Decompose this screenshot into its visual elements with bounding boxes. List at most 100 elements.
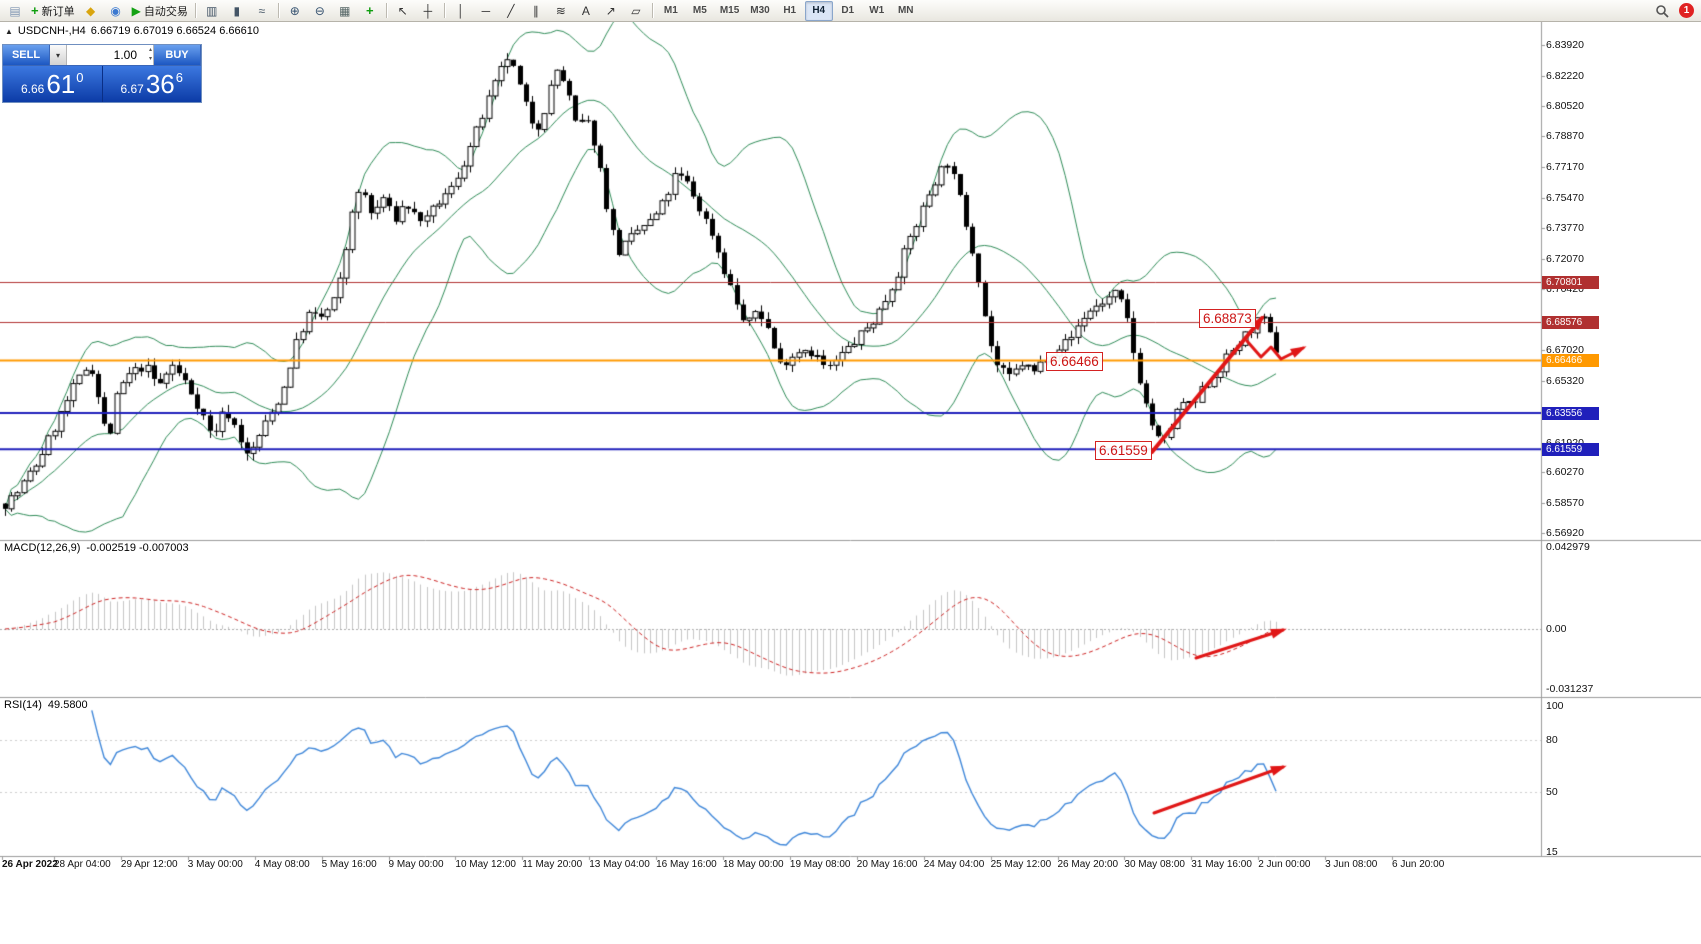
volume-stepper[interactable]: ▴ ▾ bbox=[148, 47, 152, 62]
timeframe-h1[interactable]: H1 bbox=[783, 5, 797, 16]
line-chart-icon: ≈ bbox=[258, 3, 266, 18]
time-axis-label: 24 May 04:00 bbox=[923, 859, 985, 870]
channel-icon: ∥ bbox=[532, 3, 539, 18]
buy-price-big: 36 bbox=[145, 68, 175, 99]
trendline-icon: ╱ bbox=[507, 3, 515, 18]
price-axis-label: 6.67020 bbox=[1546, 344, 1584, 357]
time-axis-label: 11 May 20:00 bbox=[522, 859, 583, 870]
toolbar-separator bbox=[651, 3, 653, 18]
timeframe-mn[interactable]: MN bbox=[897, 5, 914, 16]
notification-badge[interactable]: 1 bbox=[1679, 3, 1694, 18]
fibonacci-icon[interactable]: ≋ bbox=[549, 1, 573, 21]
sell-price-button[interactable]: 6.66 61 0 bbox=[3, 66, 102, 102]
crosshair-icon: ┼ bbox=[423, 3, 433, 18]
one-click-trading-panel: SELL ▾ ▴▾ BUY 6.66 61 0 6.67 36 6 bbox=[2, 44, 202, 103]
time-axis-label: 25 May 12:00 bbox=[990, 859, 1052, 870]
level-price-tag: 6.68576 bbox=[1542, 315, 1599, 329]
price-axis-label: 6.82220 bbox=[1546, 69, 1584, 82]
buy-price-button[interactable]: 6.67 36 6 bbox=[101, 66, 201, 102]
indicators-icon[interactable]: + bbox=[358, 1, 382, 21]
level-price-tag: 6.61559 bbox=[1542, 442, 1599, 456]
candlestick-chart-icon[interactable]: ▮ bbox=[225, 1, 249, 21]
new-order-button: + bbox=[31, 2, 39, 18]
horizontal-line-icon[interactable]: ─ bbox=[474, 1, 498, 21]
time-axis-label: 19 May 08:00 bbox=[789, 859, 851, 870]
bar-chart-icon[interactable]: ▥ bbox=[200, 1, 224, 21]
search-icon[interactable] bbox=[1650, 1, 1674, 21]
community-icon: ◉ bbox=[110, 3, 121, 18]
time-axis-label: 3 Jun 08:00 bbox=[1325, 859, 1378, 870]
level-price-tag: 6.70801 bbox=[1542, 275, 1599, 289]
sell-button[interactable]: SELL bbox=[3, 45, 50, 65]
time-axis-label: 18 May 00:00 bbox=[723, 859, 784, 870]
indicators-icon: + bbox=[366, 2, 374, 18]
tile-windows-icon: ▦ bbox=[339, 3, 351, 18]
shapes-icon: ▱ bbox=[631, 3, 641, 18]
chart-window-icon: ▤ bbox=[9, 3, 21, 18]
arrow-tool-icon[interactable]: ↗ bbox=[599, 1, 623, 21]
price-axis-label: 6.75470 bbox=[1546, 191, 1584, 204]
community-icon[interactable]: ◉ bbox=[104, 1, 128, 21]
zoom-in-icon: ⊕ bbox=[289, 3, 300, 18]
shapes-icon[interactable]: ▱ bbox=[624, 1, 648, 21]
price-axis-label: 6.73770 bbox=[1546, 222, 1584, 235]
horizontal-line-icon: ─ bbox=[481, 3, 491, 18]
timeframe-m30[interactable]: M30 bbox=[750, 5, 770, 16]
autotrading-button-label: 自动交易 bbox=[143, 5, 188, 18]
channel-icon[interactable]: ∥ bbox=[524, 1, 548, 21]
time-axis-label: 2 Jun 00:00 bbox=[1258, 859, 1311, 870]
crosshair-icon[interactable]: ┼ bbox=[416, 1, 440, 21]
time-axis-label: 9 May 00:00 bbox=[388, 859, 444, 870]
timeframe-d1[interactable]: D1 bbox=[841, 5, 855, 16]
buy-price-prefix: 6.67 bbox=[120, 81, 144, 96]
macd-indicator-label: MACD(12,26,9) -0.002519 -0.007003 bbox=[4, 542, 189, 554]
zoom-out-icon[interactable]: ⊖ bbox=[308, 1, 332, 21]
toolbar-separator bbox=[194, 3, 196, 18]
time-axis-label: 26 May 20:00 bbox=[1057, 859, 1119, 870]
scripts-icon: ◆ bbox=[85, 3, 96, 18]
time-axis-label: 3 May 00:00 bbox=[187, 859, 243, 870]
timeframe-m5[interactable]: M5 bbox=[692, 5, 707, 16]
trendline-icon[interactable]: ╱ bbox=[499, 1, 523, 21]
chart-title: ▲ USDCNH-,H4 6.66719 6.67019 6.66524 6.6… bbox=[5, 25, 259, 37]
macd-name: MACD(12,26,9) bbox=[4, 542, 81, 554]
price-chart-canvas[interactable] bbox=[0, 22, 1701, 944]
vertical-line-icon[interactable]: │ bbox=[449, 1, 473, 21]
text-icon[interactable]: A bbox=[574, 1, 598, 21]
sell-price-big: 61 bbox=[46, 68, 76, 99]
cursor-icon[interactable]: ↖ bbox=[391, 1, 415, 21]
price-axis-label: 6.78870 bbox=[1546, 130, 1584, 143]
time-axis-label: 5 May 16:00 bbox=[321, 859, 377, 870]
price-axis-label: 6.65320 bbox=[1546, 375, 1584, 388]
volume-input[interactable] bbox=[67, 45, 153, 65]
timeframe-m1[interactable]: M1 bbox=[663, 5, 678, 16]
line-chart-icon[interactable]: ≈ bbox=[250, 1, 274, 21]
tile-windows-icon[interactable]: ▦ bbox=[333, 1, 357, 21]
chart-window-icon[interactable]: ▤ bbox=[3, 1, 27, 21]
autotrading-button[interactable]: ▶ 自动交易 bbox=[129, 1, 191, 21]
rsi-value: 49.5800 bbox=[47, 699, 88, 711]
timeframe-h4[interactable]: H4 bbox=[804, 0, 833, 21]
toolbar: ▤ + 新订单 ◆ ◉ ▶ 自动交易 ▥ ▮ ≈ ⊕ ⊖ ▦ + ↖ ┼ │ ─ ╱ ∥ ≋ A ↗ ▱ M1 M5 M15 M30 H… bbox=[0, 0, 1701, 22]
zoom-out-icon: ⊖ bbox=[314, 3, 325, 18]
arrow-tool-icon: ↗ bbox=[605, 3, 616, 18]
chart-window: ▲ USDCNH-,H4 6.66719 6.67019 6.66524 6.6… bbox=[0, 22, 1701, 944]
price-axis-label: 6.58570 bbox=[1546, 497, 1584, 510]
symbol-timeframe: USDCNH-,H4 bbox=[17, 25, 86, 37]
buy-button[interactable]: BUY bbox=[154, 45, 201, 65]
new-order-button[interactable]: + 新订单 bbox=[28, 1, 78, 21]
price-callout-label: 6.66466 bbox=[1046, 352, 1103, 371]
time-axis-label: 29 Apr 12:00 bbox=[120, 859, 178, 870]
ohlc-values: 6.66719 6.67019 6.66524 6.66610 bbox=[90, 25, 259, 37]
scripts-icon[interactable]: ◆ bbox=[79, 1, 103, 21]
rsi-axis-label: 50 bbox=[1546, 785, 1558, 798]
price-callout-label: 6.68873 bbox=[1199, 309, 1256, 328]
rsi-axis-label: 15 bbox=[1546, 846, 1558, 858]
timeframe-w1[interactable]: W1 bbox=[869, 5, 885, 16]
price-axis-label: 6.80520 bbox=[1546, 100, 1584, 113]
zoom-in-icon[interactable]: ⊕ bbox=[283, 1, 307, 21]
price-axis-label: 6.60270 bbox=[1546, 466, 1584, 479]
timeframe-m15[interactable]: M15 bbox=[719, 5, 740, 16]
order-type-dropdown[interactable]: ▾ bbox=[50, 45, 67, 65]
macd-axis-label: 0.042979 bbox=[1546, 541, 1590, 553]
